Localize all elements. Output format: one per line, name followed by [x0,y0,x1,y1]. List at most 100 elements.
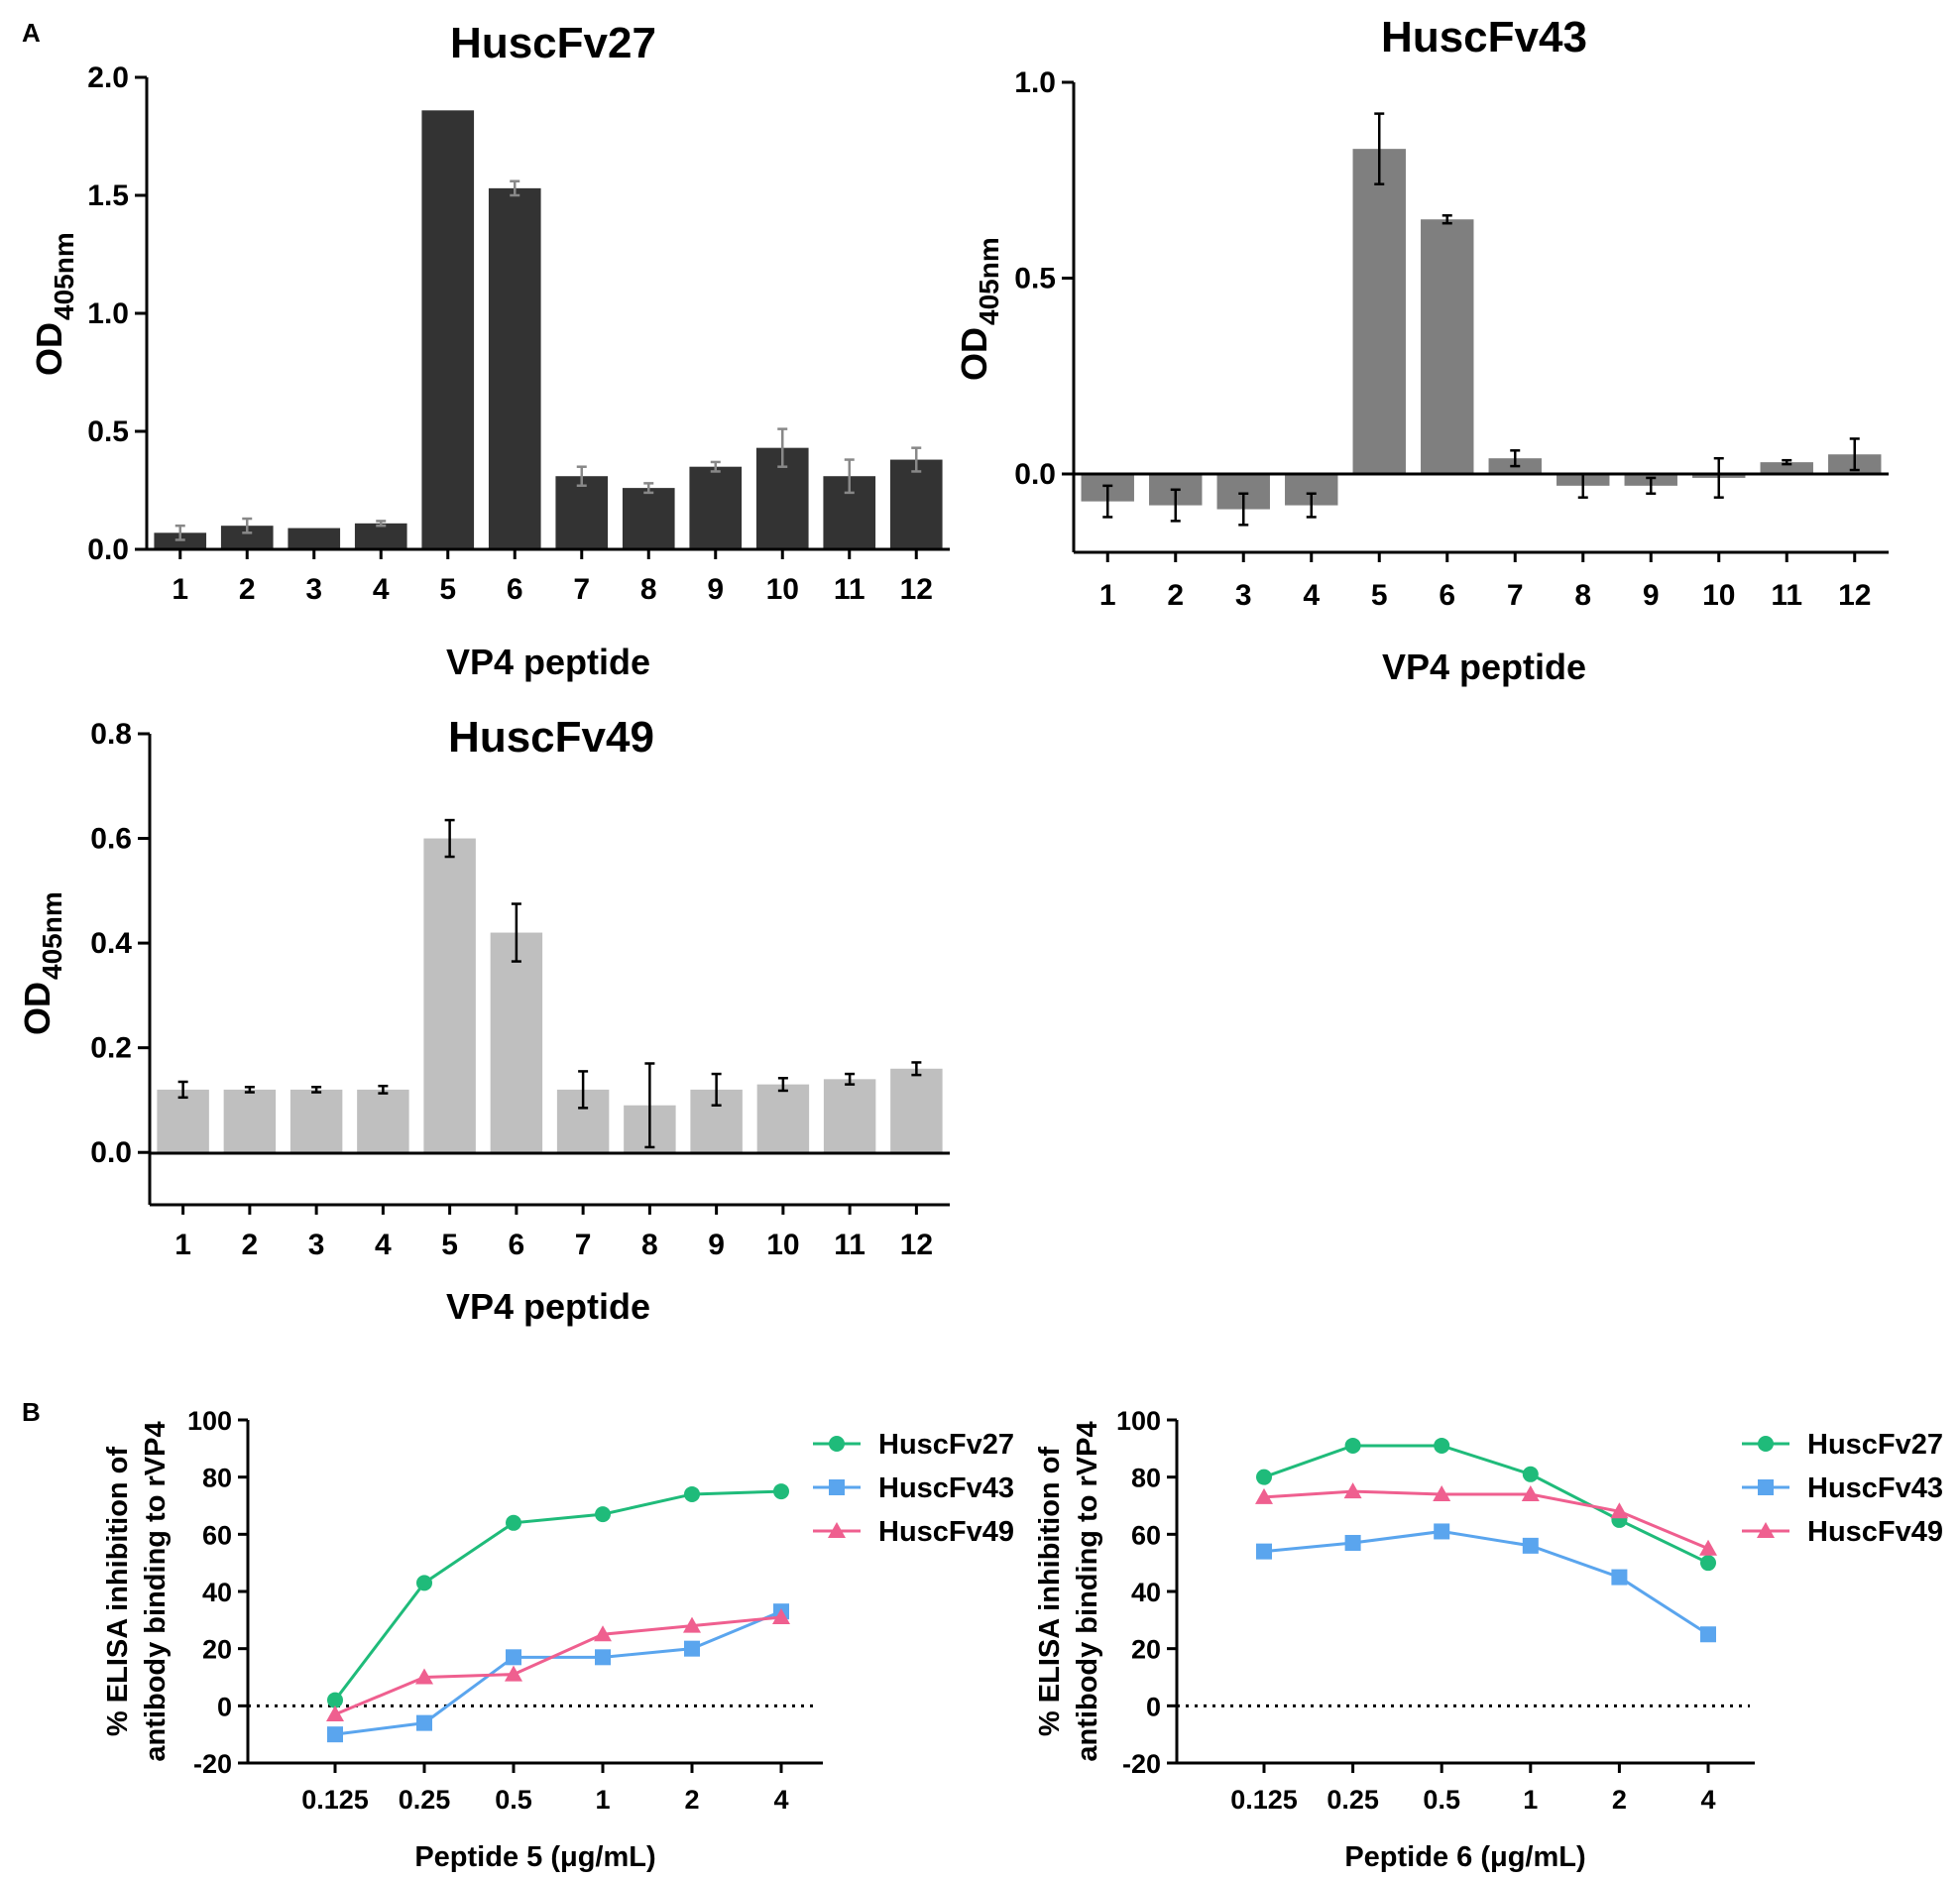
x-tick-label: 10 [766,573,799,606]
data-point [1610,1502,1629,1519]
x-tick-label: 4 [1700,1785,1715,1815]
x-tick-label: 8 [641,1229,658,1261]
bar [421,110,475,549]
x-tick-label: 4 [773,1785,788,1815]
error-bar [777,1077,788,1093]
y-tick-label: 60 [202,1520,232,1550]
y-axis-label-sub: 405nm [974,237,1004,325]
data-point [684,1640,700,1657]
y-tick-label: -20 [1122,1749,1161,1779]
data-point [829,1479,845,1495]
x-axis-label: Peptide 5 (μg/mL) [414,1841,655,1873]
y-tick-label: 20 [1131,1635,1161,1665]
data-point [1757,1522,1775,1538]
data-point [595,1649,611,1666]
legend-label: HuscFv49 [1807,1516,1943,1548]
data-point [1611,1569,1628,1586]
y-tick-label: 0 [217,1692,232,1721]
error-bar [1849,437,1860,472]
y-tick-label: 0.0 [90,1136,132,1169]
x-tick-label: 0.125 [301,1785,369,1815]
error-bar [1238,492,1249,527]
error-bar [378,1084,389,1095]
y-axis-label-main: OD [954,327,994,381]
error-bar [376,520,387,528]
x-tick-label: 3 [1235,579,1252,612]
x-tick-label: 2 [1612,1785,1627,1815]
x-tick-label: 1 [172,573,188,606]
data-point [1256,1543,1272,1560]
x-tick-label: 12 [1838,579,1871,612]
data-point [772,1607,790,1624]
data-point [1255,1487,1273,1504]
error-bar [711,1072,722,1107]
y-tick-label: 1.5 [87,179,129,212]
y-tick-label: 0.6 [90,823,132,856]
bar [823,1079,876,1153]
y-tick-label: 0 [1146,1692,1161,1721]
y-axis-label-main: OD [29,322,69,376]
chart-peptide6-inhibition: -20 0 20 40 60 80 100 0.125 0.25 0.5 1 2 4 HuscFv27 Hu… [1034,1406,1943,1873]
bar [1352,149,1406,474]
y-tick-label: 100 [187,1406,232,1436]
y-tick-label: 1.0 [87,297,129,330]
x-tick-label: 4 [375,1229,392,1261]
y-tick-label: 0.2 [90,1032,132,1065]
x-tick-label: 2 [684,1785,699,1815]
error-bar [643,482,654,495]
data-point [594,1625,612,1642]
series-line [1263,1444,1709,1565]
chart-title: HuscFv27 [450,19,656,67]
y-tick-label: 80 [202,1464,232,1493]
bar [354,523,407,549]
y-tick-label: 1.0 [1014,66,1056,99]
x-axis-label: Peptide 6 (μg/mL) [1344,1841,1585,1873]
x-tick-label: 6 [507,573,523,606]
error-bar [911,1061,922,1077]
bar [555,476,609,549]
error-bar [578,1070,589,1110]
series-huscfv49 [1255,1482,1717,1556]
error-bar [644,1062,655,1149]
x-axis-label: VP4 peptide [446,642,650,682]
series-huscfv43 [1256,1523,1716,1643]
data-point [1700,1555,1716,1572]
x-axis-label: VP4 peptide [446,1286,650,1327]
y-axis-label-line2: antibody binding to rVP4 [140,1421,172,1761]
legend-item: HuscFv43 [813,1472,1014,1504]
data-point [1434,1523,1450,1540]
series-line [333,1489,782,1702]
x-tick-label: 5 [439,573,456,606]
bar [622,488,675,549]
error-bar [510,179,520,197]
data-point [1344,1437,1361,1454]
x-tick-label: 11 [1771,579,1802,612]
bar [288,528,341,549]
error-bar [1782,458,1792,466]
error-bar [311,1086,322,1094]
bar [889,459,943,549]
legend-item: HuscFv43 [1742,1472,1943,1504]
data-point [505,1665,522,1682]
x-tick-label: 10 [766,1229,799,1261]
error-bar [710,460,721,473]
y-axis-label-sub: 405nm [37,891,67,980]
chart-huscfv27: 1 2 3 4 5 6 7 8 9 10 11 120.00.51.01.52.0HuscFv27VP… [29,19,950,682]
data-point [684,1485,700,1502]
y-tick-label: 40 [1131,1578,1161,1607]
bar [223,1089,277,1153]
x-tick-label: 1 [1099,579,1116,612]
series-line [1263,1529,1709,1636]
data-point [416,1575,432,1591]
error-bar [844,458,855,495]
legend-label: HuscFv27 [878,1429,1014,1461]
x-tick-label: 12 [900,573,933,606]
series-huscfv27 [1256,1437,1716,1572]
x-tick-label: 0.5 [495,1785,532,1815]
data-point [506,1514,521,1531]
x-tick-label: 1 [1523,1785,1538,1815]
error-bar [174,524,185,541]
bar [357,1089,409,1153]
x-tick-label: 3 [305,573,322,606]
y-axis-label: antibody binding to rVP4 [140,1421,172,1761]
